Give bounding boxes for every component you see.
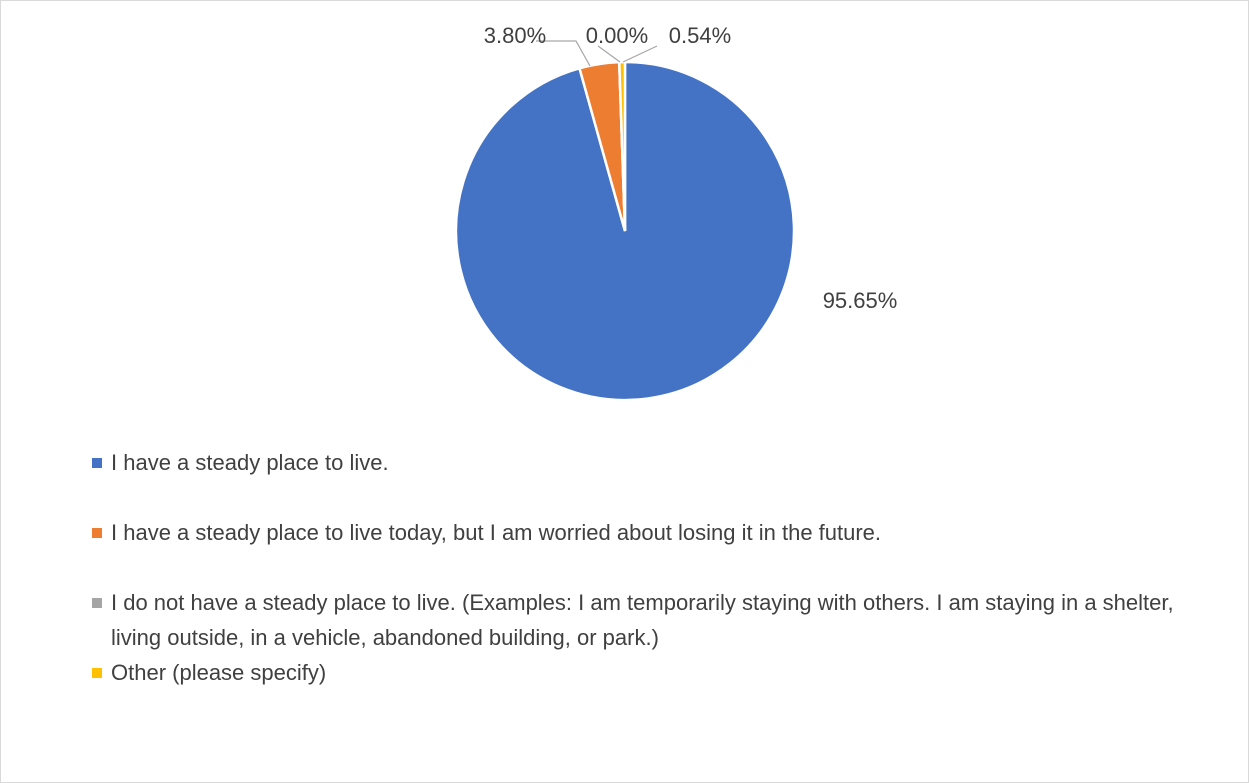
legend-label: I have a steady place to live today, but… bbox=[111, 520, 882, 545]
legend-item: I have a steady place to live. bbox=[90, 445, 1190, 480]
leader-line bbox=[536, 40, 591, 67]
legend-swatch bbox=[92, 528, 102, 538]
leader-line bbox=[597, 45, 621, 63]
legend-label: I have a steady place to live. bbox=[111, 450, 389, 475]
legend-swatch bbox=[92, 598, 102, 608]
chart: 95.65% 3.80% 0.00% 0.54% bbox=[454, 23, 898, 402]
legend-item: I have a steady place to live today, but… bbox=[90, 515, 1190, 550]
data-label: 3.80% bbox=[484, 23, 546, 48]
legend-item: I do not have a steady place to live. (E… bbox=[90, 585, 1190, 655]
data-label: 0.00% bbox=[586, 23, 648, 48]
data-label: 95.65% bbox=[823, 288, 898, 313]
data-label: 0.54% bbox=[669, 23, 731, 48]
legend-label: Other (please specify) bbox=[111, 660, 327, 685]
leader-line bbox=[622, 45, 658, 63]
legend-swatch bbox=[92, 668, 102, 678]
legend-label: I do not have a steady place to live. (E… bbox=[111, 590, 1174, 650]
legend-item: Other (please specify) bbox=[90, 655, 1190, 690]
legend-swatch bbox=[92, 458, 102, 468]
